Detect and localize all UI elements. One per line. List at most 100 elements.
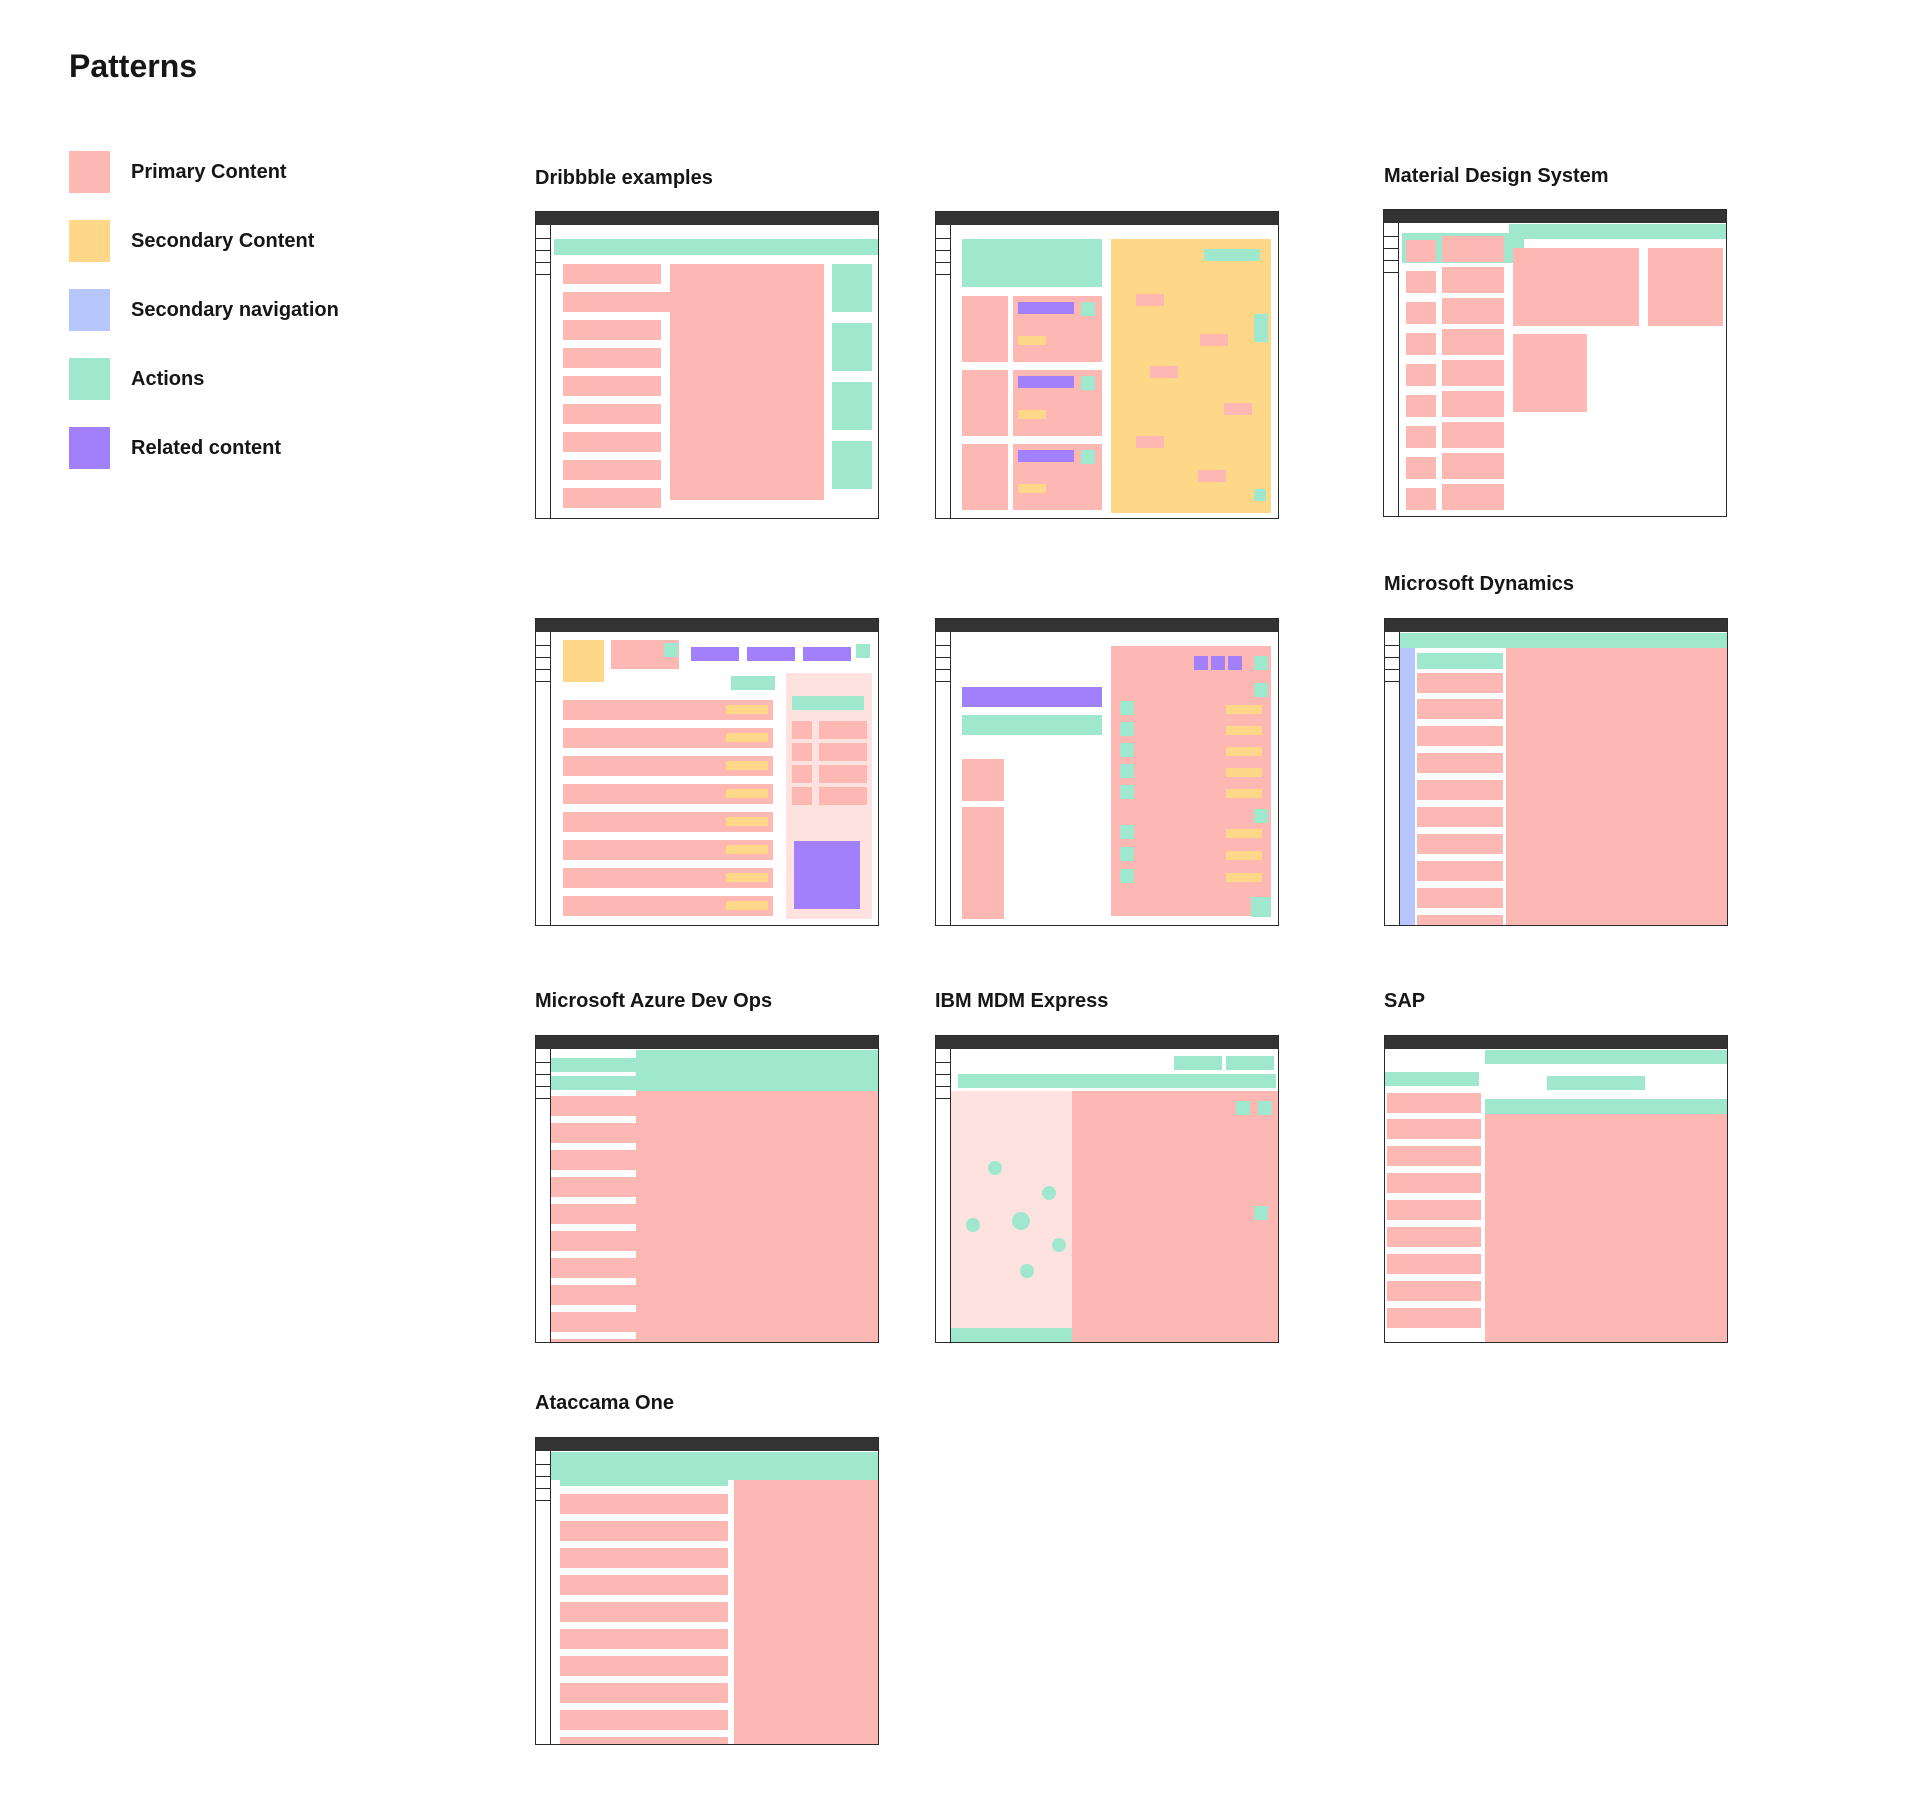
primary-content-block <box>563 784 773 804</box>
nav-rail-item <box>1384 236 1398 237</box>
action-block <box>1120 847 1134 861</box>
action-block <box>636 1050 878 1091</box>
action-block <box>1254 489 1266 501</box>
action-block <box>1509 224 1726 239</box>
nav-rail <box>936 1049 951 1342</box>
primary-content-block <box>1417 780 1503 800</box>
legend-label: Secondary navigation <box>131 298 339 321</box>
primary-content-block <box>1442 329 1504 355</box>
secondary-content-block <box>563 640 604 682</box>
nav-rail <box>936 632 951 925</box>
nav-rail-item <box>536 1488 550 1489</box>
primary-content-block <box>792 765 812 783</box>
action-block <box>1052 1238 1066 1252</box>
action-block <box>1258 1101 1272 1115</box>
window-title-bar <box>936 212 1278 225</box>
related-content-block <box>1211 656 1225 670</box>
related-content-block <box>691 647 739 661</box>
related-content-block <box>1228 656 1242 670</box>
primary-content-block <box>792 787 812 805</box>
primary-content-block <box>1513 248 1639 326</box>
secondary-content-block <box>1018 336 1046 345</box>
secondary-content-block <box>1226 705 1262 714</box>
group-label-ibm: IBM MDM Express <box>935 990 1109 1012</box>
nav-rail-item <box>1384 248 1398 249</box>
primary-content-block <box>563 292 683 312</box>
related-content-block <box>747 647 795 661</box>
action-block <box>1120 722 1134 736</box>
primary-content-block <box>563 376 661 396</box>
group-label-dynamics: Microsoft Dynamics <box>1384 573 1575 595</box>
legend-swatch <box>69 151 110 193</box>
nav-rail <box>936 225 951 518</box>
secondary-content-block <box>726 705 768 714</box>
action-block <box>1081 302 1095 316</box>
primary-content-block <box>563 896 773 916</box>
related-content-block <box>1194 656 1208 670</box>
related-content-block <box>962 687 1102 707</box>
action-block <box>560 1472 728 1486</box>
group-label-azure: Microsoft Azure Dev Ops <box>535 990 773 1012</box>
primary-content-block <box>563 460 661 480</box>
primary-content-block <box>563 432 661 452</box>
action-block <box>1417 653 1503 669</box>
nav-rail-item <box>1385 681 1399 682</box>
primary-content-block <box>1387 1200 1481 1220</box>
primary-content-block <box>1442 391 1504 417</box>
window-title-bar <box>536 212 878 225</box>
secondary-content-block <box>1226 873 1262 882</box>
primary-content-block <box>962 829 1004 871</box>
primary-content-block <box>1442 298 1504 324</box>
action-block <box>966 1218 980 1232</box>
primary-content-block <box>792 721 812 739</box>
window-title-bar <box>1385 1036 1727 1049</box>
primary-content-block <box>560 1710 728 1730</box>
primary-content-block <box>1513 334 1587 412</box>
primary-content-block <box>1072 1091 1278 1342</box>
legend-item-secondary-content: Secondary Content <box>69 220 339 262</box>
primary-content-block <box>560 1548 728 1568</box>
primary-content-block <box>1406 395 1436 417</box>
action-block <box>1251 897 1271 917</box>
window-title-bar <box>536 1438 878 1451</box>
nav-rail-item <box>936 250 950 251</box>
primary-content-block <box>550 1177 636 1197</box>
primary-content-block <box>819 787 867 805</box>
primary-content-block <box>1387 1227 1481 1247</box>
primary-content-block <box>636 1091 878 1342</box>
primary-content-block <box>1136 436 1164 448</box>
nav-rail-item <box>536 250 550 251</box>
primary-content-block <box>550 1123 636 1143</box>
legend-label: Secondary Content <box>131 229 315 252</box>
primary-content-block <box>563 320 661 340</box>
action-block <box>1254 809 1268 823</box>
primary-content-block <box>550 1339 636 1342</box>
nav-rail-item <box>536 1500 550 1501</box>
nav-rail-item <box>536 1086 550 1087</box>
legend-item-related-content: Related content <box>69 427 339 469</box>
light-content-panel <box>950 1091 1072 1342</box>
legend-item-actions: Actions <box>69 358 339 400</box>
primary-content-block <box>1150 366 1178 378</box>
action-block <box>1485 1050 1727 1064</box>
primary-content-block <box>1417 915 1503 925</box>
secondary-content-block <box>726 733 768 742</box>
action-block <box>554 239 878 255</box>
secondary-content-block <box>1226 726 1262 735</box>
action-block <box>1120 869 1134 883</box>
primary-content-block <box>1442 484 1504 510</box>
action-block <box>1081 450 1095 464</box>
nav-rail-item <box>936 274 950 275</box>
primary-content-block <box>1442 453 1504 479</box>
primary-content-block <box>563 700 773 720</box>
nav-rail <box>536 225 551 518</box>
action-block <box>731 676 775 690</box>
legend-item-primary-content: Primary Content <box>69 151 339 193</box>
action-block <box>1020 1264 1034 1278</box>
primary-content-block <box>1387 1254 1481 1274</box>
wireframe-ibm <box>935 1035 1279 1343</box>
nav-rail-item <box>1385 645 1399 646</box>
nav-rail-item <box>936 669 950 670</box>
nav-rail-item <box>1385 657 1399 658</box>
nav-rail-item <box>536 262 550 263</box>
